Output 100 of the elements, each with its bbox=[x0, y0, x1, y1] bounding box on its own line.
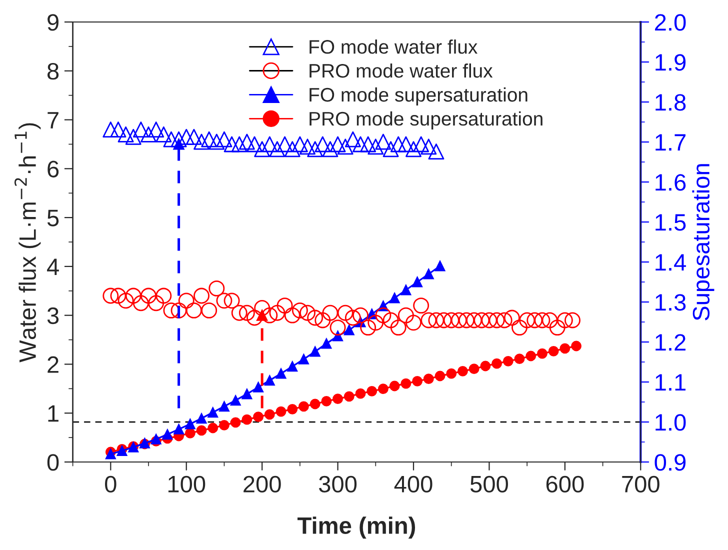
point bbox=[537, 348, 548, 359]
point bbox=[196, 425, 207, 436]
y2-tick-label: 1.5 bbox=[656, 214, 686, 231]
y2-tick-label: 2.0 bbox=[655, 14, 686, 31]
point bbox=[184, 418, 196, 430]
point bbox=[256, 310, 268, 321]
point bbox=[156, 126, 172, 142]
legend-label: FO mode supersaturation bbox=[310, 87, 528, 106]
point bbox=[287, 361, 298, 372]
point bbox=[276, 136, 293, 152]
point bbox=[269, 141, 286, 158]
point bbox=[548, 346, 559, 356]
point bbox=[423, 374, 434, 384]
y-tick-label: 5 bbox=[47, 210, 59, 226]
point bbox=[310, 346, 320, 357]
x-tick-label: 500 bbox=[470, 476, 508, 493]
point bbox=[368, 138, 384, 155]
point bbox=[254, 141, 270, 158]
y-tick-label: 1 bbox=[48, 405, 58, 422]
point bbox=[428, 144, 444, 160]
point bbox=[366, 308, 378, 320]
point bbox=[423, 268, 434, 280]
point bbox=[310, 398, 320, 410]
point bbox=[276, 368, 286, 379]
point bbox=[298, 354, 309, 364]
y2-tick-label: 1.0 bbox=[656, 414, 686, 431]
y-axis-title: Water flux (L·m$^{−2}$·h$^{−1}$) bbox=[14, 123, 41, 362]
point bbox=[194, 134, 210, 150]
point bbox=[298, 401, 309, 412]
point bbox=[178, 128, 194, 145]
y2-tick-label: 1.1 bbox=[656, 374, 686, 391]
y2-tick-label: 1.2 bbox=[656, 334, 686, 351]
point bbox=[492, 358, 502, 369]
point bbox=[132, 122, 149, 138]
y-tick-label: 3 bbox=[47, 307, 59, 324]
point bbox=[434, 370, 446, 382]
point bbox=[480, 360, 491, 372]
x-tick-label: 100 bbox=[168, 476, 206, 493]
point bbox=[264, 409, 275, 420]
y-tick-label: 4 bbox=[47, 258, 59, 275]
point bbox=[400, 378, 412, 389]
point bbox=[330, 136, 346, 152]
point bbox=[413, 136, 430, 152]
point bbox=[284, 141, 300, 158]
point bbox=[292, 136, 308, 152]
point bbox=[208, 422, 218, 434]
point bbox=[398, 136, 414, 152]
point bbox=[390, 136, 406, 152]
point bbox=[242, 388, 252, 400]
point bbox=[332, 330, 343, 342]
point bbox=[571, 340, 582, 352]
point bbox=[406, 141, 422, 158]
point bbox=[332, 394, 343, 404]
point bbox=[307, 141, 324, 158]
point bbox=[344, 324, 354, 336]
point bbox=[382, 141, 399, 158]
point bbox=[412, 376, 422, 386]
x-tick-label: 600 bbox=[546, 476, 584, 493]
point bbox=[276, 406, 286, 417]
point bbox=[355, 388, 366, 399]
point bbox=[186, 128, 202, 145]
y2-tick-label: 0.9 bbox=[654, 454, 686, 471]
y2-axis-title: Supesaturation bbox=[692, 164, 714, 320]
point bbox=[110, 122, 126, 138]
point bbox=[321, 396, 332, 406]
point bbox=[300, 138, 316, 155]
y-tick-label: 6 bbox=[48, 160, 59, 178]
y-tick-label: 0 bbox=[47, 454, 59, 471]
point bbox=[321, 338, 332, 349]
y-tick-label: 8 bbox=[48, 62, 59, 80]
point bbox=[219, 401, 230, 412]
y2-tick-label: 1.8 bbox=[656, 94, 686, 111]
point bbox=[375, 134, 392, 150]
point bbox=[118, 126, 134, 142]
point bbox=[526, 350, 536, 362]
point bbox=[389, 380, 400, 392]
point bbox=[230, 395, 241, 406]
point bbox=[162, 429, 173, 440]
y2-tick-label: 1.9 bbox=[656, 54, 686, 71]
point bbox=[468, 364, 480, 374]
point bbox=[360, 136, 376, 152]
point bbox=[208, 134, 225, 150]
point bbox=[246, 136, 262, 152]
y2-tick-label: 1.4 bbox=[656, 254, 686, 271]
point bbox=[560, 343, 570, 354]
point bbox=[253, 382, 264, 392]
point bbox=[264, 375, 275, 386]
point bbox=[366, 386, 378, 396]
point bbox=[344, 391, 354, 402]
x-tick-label: 700 bbox=[622, 476, 660, 493]
point bbox=[337, 138, 354, 155]
point bbox=[389, 292, 400, 304]
y-tick-label: 9 bbox=[48, 14, 58, 31]
point bbox=[125, 128, 142, 145]
legend-label: PRO mode water flux bbox=[310, 63, 493, 78]
point bbox=[253, 412, 264, 422]
point bbox=[174, 424, 184, 434]
point bbox=[196, 413, 207, 424]
point bbox=[216, 131, 232, 148]
point bbox=[514, 354, 525, 364]
